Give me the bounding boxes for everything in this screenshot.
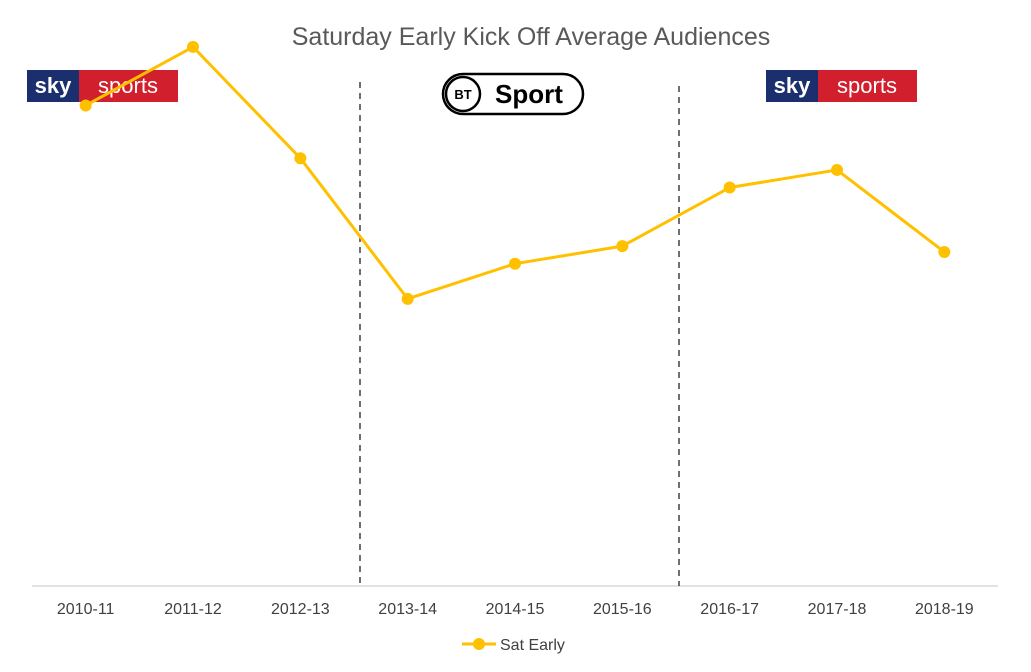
x-tick-label: 2018-19 [915, 601, 974, 618]
chart-title: Saturday Early Kick Off Average Audience… [292, 23, 771, 51]
data-point [509, 257, 521, 270]
sky-logo-sports-text: sports [837, 73, 897, 98]
legend: Sat Early [462, 637, 565, 654]
sky-logo-blue-block [766, 70, 818, 102]
data-point [401, 292, 414, 305]
data-point [938, 245, 951, 258]
x-tick-labels: 2010-11 2011-12 2012-13 2013-14 2014-15 2015-… [57, 601, 974, 618]
data-point [723, 181, 736, 194]
data-point [79, 99, 92, 112]
sky-logo-blue-block [27, 70, 79, 102]
legend-marker-swatch [473, 638, 485, 650]
sky-logo-sky-text: sky [35, 73, 72, 98]
series-sat-early [79, 40, 951, 305]
x-tick-label: 2013-14 [378, 601, 437, 618]
data-point [616, 240, 629, 253]
x-tick-label: 2014-15 [486, 601, 545, 618]
x-tick-label: 2015-16 [593, 601, 652, 618]
x-tick-label: 2010-11 [57, 601, 115, 618]
data-point [831, 163, 843, 176]
sky-logo-red-block [79, 70, 178, 102]
sky-logo-sky-text: sky [774, 73, 811, 98]
bt-logo-sport-text: Sport [495, 79, 563, 109]
sky-logo-red-block [818, 70, 917, 102]
x-tick-label: 2017-18 [808, 601, 867, 618]
data-point [187, 40, 199, 53]
x-tick-label: 2016-17 [700, 601, 759, 618]
bt-logo-bt-text: BT [454, 87, 471, 102]
bt-sport-logo: BT Sport [441, 72, 585, 116]
sky-sports-logo-right: sky sports [766, 70, 917, 102]
data-point [294, 152, 307, 165]
legend-entry-sat-early: Sat Early [500, 637, 565, 654]
bt-logo-circle [444, 75, 482, 113]
x-tick-label: 2011-12 [164, 601, 222, 618]
x-tick-label: 2012-13 [271, 601, 330, 618]
